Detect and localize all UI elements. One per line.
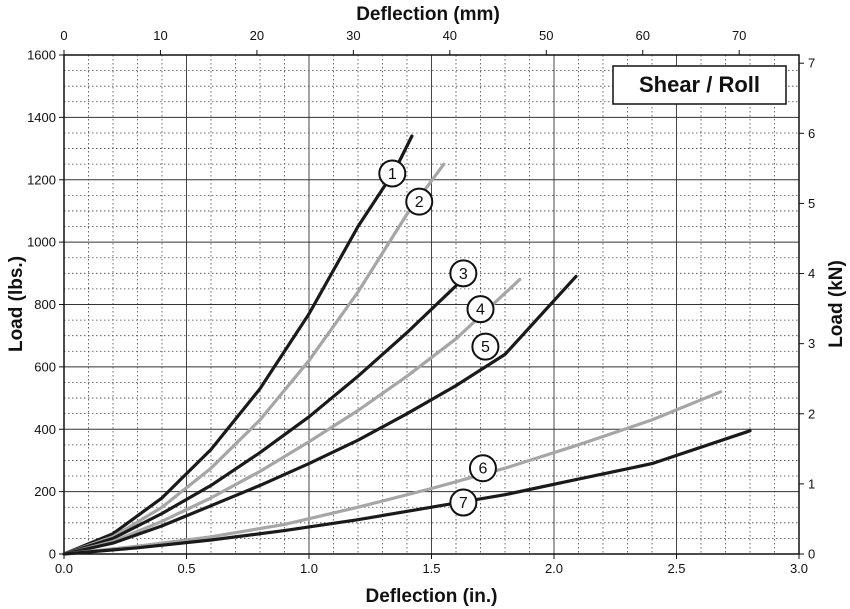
callout-circle	[466, 295, 495, 324]
grid	[64, 55, 799, 554]
series-line-2	[62, 162, 446, 556]
y2-tick-label: 7	[808, 56, 815, 71]
callout-circle	[378, 159, 407, 188]
series-callout-3: 3	[449, 259, 478, 288]
chart-title: Shear / Roll	[639, 72, 760, 97]
series-label: 3	[459, 266, 468, 283]
y-tick-label: 200	[34, 484, 56, 499]
series-callout-6: 6	[468, 454, 497, 483]
series-line-6	[62, 390, 723, 556]
y2-tick-label: 3	[808, 336, 815, 351]
axis-ticks: 0.0 0.5 1.0 1.5 2.0 2.5 3.00200400600800100012…	[27, 28, 815, 576]
y-axis-title: Load (lbs.)	[6, 256, 27, 352]
y2-tick-label: 5	[808, 196, 815, 211]
callout-circle	[449, 259, 478, 288]
callout-circle	[471, 332, 500, 361]
series-label: 1	[388, 166, 397, 183]
x-tick-label: 0.0	[55, 561, 73, 576]
series-callout-1: 1	[378, 159, 407, 188]
y2-tick-label: 4	[808, 266, 815, 281]
series-label: 7	[459, 495, 468, 512]
x-tick-label: 2.5	[667, 561, 685, 576]
title-box-frame	[612, 65, 787, 105]
series-line-7	[62, 429, 752, 556]
series-lines	[62, 134, 752, 556]
series-label: 6	[478, 461, 487, 478]
y-tick-label: 600	[34, 359, 56, 374]
x-tick-label: 1.0	[300, 561, 318, 576]
x-tick-label: 3.0	[790, 561, 808, 576]
series-line-4	[62, 277, 522, 556]
x-tick-label: 1.5	[422, 561, 440, 576]
callout-circle	[468, 454, 497, 483]
x2-tick-label: 40	[443, 28, 457, 43]
callout-circle	[405, 187, 434, 216]
x-tick-label: 2.0	[545, 561, 563, 576]
y2-tick-label: 0	[808, 547, 815, 562]
series-line-1	[62, 134, 414, 556]
x2-tick-label: 0	[60, 28, 67, 43]
callout-circle	[449, 488, 478, 517]
x-axis-title: Deflection (in.)	[366, 586, 498, 607]
y-tick-label: 1000	[27, 235, 56, 250]
series-callout-5: 5	[471, 332, 500, 361]
series-line-5	[62, 274, 578, 556]
x2-tick-label: 70	[732, 28, 746, 43]
series-label: 4	[476, 302, 485, 319]
series-callout-2: 2	[405, 187, 434, 216]
x2-tick-label: 50	[539, 28, 553, 43]
y-tick-label: 1200	[27, 172, 56, 187]
x2-tick-label: 20	[250, 28, 264, 43]
series-line-3	[62, 284, 458, 556]
y-tick-label: 400	[34, 422, 56, 437]
series-label: 5	[481, 339, 490, 356]
series-callout-7: 7	[449, 488, 478, 517]
series-callouts: 1 2 3 4 5 67	[378, 159, 500, 517]
y-tick-label: 1400	[27, 110, 56, 125]
y2-tick-label: 1	[808, 476, 815, 491]
series-label: 2	[415, 194, 424, 211]
x2-tick-label: 10	[153, 28, 167, 43]
y-tick-label: 0	[49, 547, 56, 562]
series-callout-4: 4	[466, 295, 495, 324]
y2-tick-label: 2	[808, 406, 815, 421]
x2-axis-title: Deflection (mm)	[356, 4, 500, 25]
y-tick-label: 1600	[27, 48, 56, 63]
y2-axis-title: Load (kN)	[826, 260, 847, 348]
x2-tick-label: 60	[636, 28, 650, 43]
y-tick-label: 800	[34, 297, 56, 312]
x2-tick-label: 30	[346, 28, 360, 43]
y2-tick-label: 6	[808, 126, 815, 141]
x-tick-label: 0.5	[177, 561, 195, 576]
title-box: Shear / Roll	[612, 65, 787, 105]
